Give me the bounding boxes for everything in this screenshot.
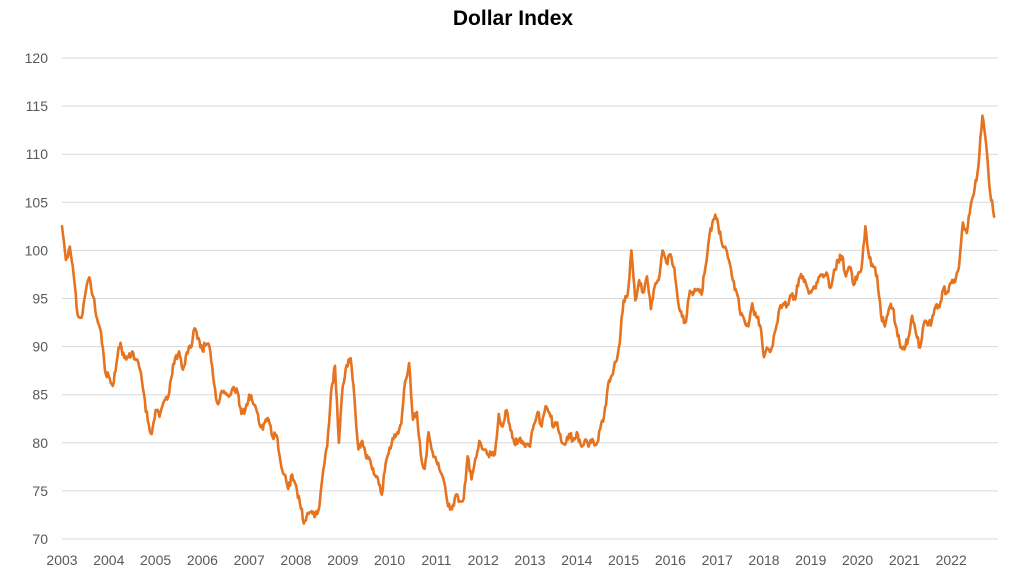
x-axis-tick-label: 2013: [514, 552, 545, 568]
x-axis-labels: 2003 2004 2005 2006 2007 2008 2009 2010 2011 2012…: [46, 552, 967, 568]
y-axis-tick-label: 100: [25, 242, 49, 258]
x-axis-tick-label: 2022: [936, 552, 967, 568]
y-axis-tick-label: 110: [26, 146, 49, 162]
x-axis-tick-label: 2005: [140, 552, 171, 568]
chart-title: Dollar Index: [453, 7, 574, 30]
x-axis-tick-label: 2015: [608, 552, 639, 568]
x-axis-tick-label: 2016: [655, 552, 686, 568]
y-axis-tick-label: 75: [32, 483, 48, 499]
x-axis-tick-label: 2012: [468, 552, 499, 568]
x-axis-tick-label: 2006: [187, 552, 218, 568]
x-axis-tick-label: 2014: [561, 552, 592, 568]
x-axis-tick-label: 2010: [374, 552, 405, 568]
x-axis-tick-label: 2008: [280, 552, 311, 568]
x-axis-tick-label: 2021: [889, 552, 920, 568]
x-axis-tick-label: 2007: [234, 552, 265, 568]
y-axis-labels: 120 115 110 105 100 95 90 85 80 75 70: [25, 50, 49, 547]
dollar-index-line: [60, 114, 996, 525]
y-axis-tick-label: 105: [25, 194, 49, 210]
x-axis-tick-label: 2009: [327, 552, 358, 568]
x-axis-tick-label: 2003: [46, 552, 77, 568]
y-axis-tick-label: 95: [32, 291, 48, 307]
y-axis-tick-label: 80: [32, 435, 48, 451]
y-axis-tick-label: 90: [32, 339, 48, 355]
x-axis-tick-label: 2011: [421, 552, 451, 568]
y-axis-tick-label: 115: [26, 98, 49, 114]
x-axis-tick-label: 2018: [748, 552, 779, 568]
y-axis-tick-label: 85: [32, 387, 48, 403]
y-axis-tick-label: 70: [32, 531, 48, 547]
x-axis-tick-label: 2020: [842, 552, 873, 568]
x-axis-tick-label: 2019: [795, 552, 826, 568]
x-axis-tick-label: 2017: [702, 552, 733, 568]
y-axis-tick-label: 120: [25, 50, 49, 66]
x-axis-tick-label: 2004: [93, 552, 124, 568]
gridlines: [62, 57, 998, 540]
